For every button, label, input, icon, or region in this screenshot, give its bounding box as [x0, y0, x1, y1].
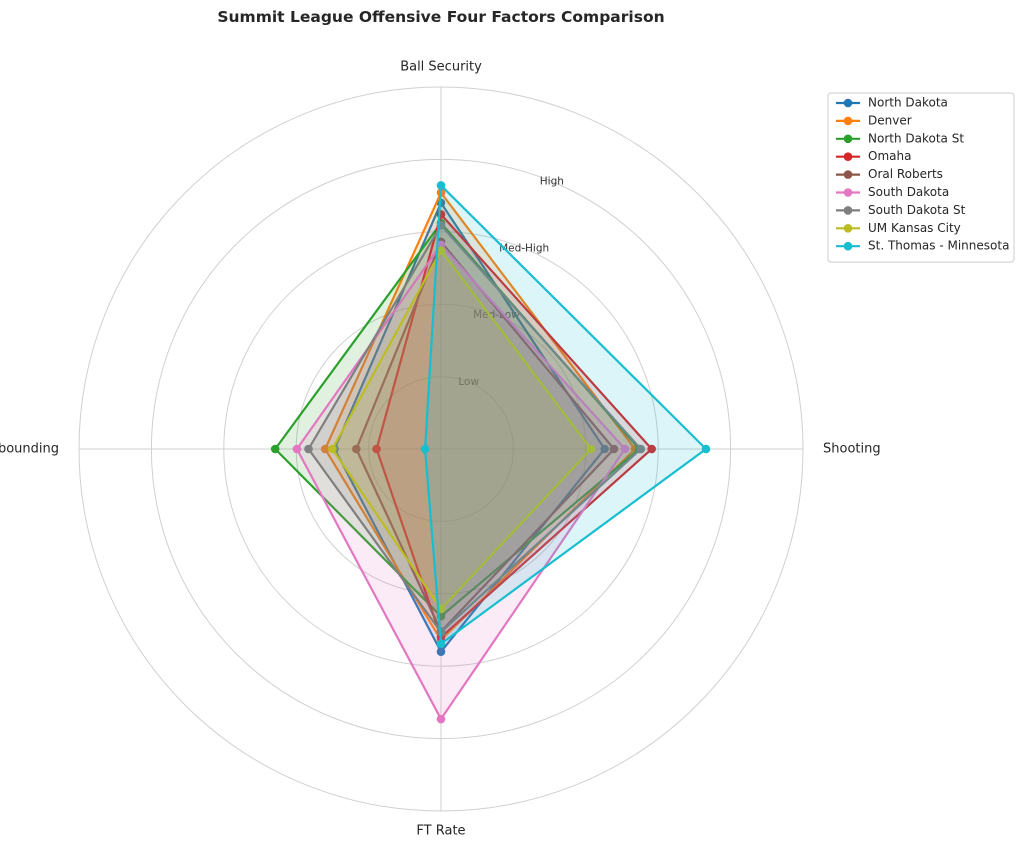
data-point: [586, 444, 596, 454]
series-area: [308, 225, 641, 633]
series-area: [376, 214, 652, 638]
series-area: [334, 202, 605, 652]
legend-label: North Dakota St: [868, 131, 964, 145]
legend-marker: [843, 188, 853, 197]
legend-label: North Dakota: [868, 96, 948, 110]
legend-item: South Dakota St: [836, 203, 966, 217]
data-point: [609, 444, 619, 454]
legend-label: South Dakota: [868, 185, 949, 199]
legend-item: St. Thomas - Minnesota: [836, 239, 1009, 253]
data-point: [270, 444, 280, 454]
legend-marker: [843, 170, 853, 179]
legend-item: North Dakota St: [836, 131, 964, 145]
data-point: [636, 444, 646, 454]
axis-label-ball-security: Ball Security: [400, 60, 482, 75]
legend-item: Denver: [836, 113, 912, 127]
legend-marker: [843, 98, 853, 108]
axis-label-off-rebounding: Off Rebounding: [0, 442, 59, 457]
series-area: [332, 250, 591, 609]
legend-label: UM Kansas City: [868, 221, 961, 235]
legend-marker: [843, 241, 853, 251]
data-point: [701, 444, 711, 454]
radar-grid: [78, 86, 804, 812]
data-point: [328, 444, 337, 454]
data-point: [436, 639, 446, 649]
series-area: [425, 185, 706, 644]
legend-marker: [843, 224, 853, 233]
legend-marker: [843, 206, 853, 215]
legend-item: UM Kansas City: [836, 221, 961, 235]
series-st-thomas-minnesota: [420, 181, 711, 649]
legend-marker: [843, 134, 853, 144]
legend-item: Oral Roberts: [836, 167, 943, 181]
data-point: [292, 444, 302, 454]
ring-label: Med-High: [499, 242, 549, 254]
legend-label: Denver: [868, 113, 912, 127]
data-point: [436, 246, 446, 255]
legend-label: South Dakota St: [868, 203, 966, 217]
data-point: [600, 444, 609, 454]
ring-label: Low: [458, 376, 479, 388]
data-point: [372, 444, 381, 454]
data-point: [420, 444, 430, 454]
legend-label: Oral Roberts: [868, 167, 943, 181]
series-group: [270, 181, 711, 724]
data-point: [436, 647, 446, 657]
series-area: [356, 241, 615, 632]
data-point: [351, 444, 361, 454]
data-point: [436, 714, 446, 724]
legend-marker: [843, 116, 853, 126]
data-point: [620, 444, 630, 454]
axis-label-ft-rate: FT Rate: [416, 824, 465, 839]
data-point: [647, 444, 656, 454]
legend-marker: [843, 152, 853, 161]
legend-label: Omaha: [868, 149, 911, 163]
legend-frame: [827, 92, 1015, 263]
data-point: [304, 444, 313, 454]
legend-label: St. Thomas - Minnesota: [868, 239, 1009, 253]
legend-item: North Dakota: [836, 96, 948, 110]
data-point: [436, 181, 446, 190]
legend-item: Omaha: [836, 149, 911, 163]
ring-label: High: [540, 175, 564, 187]
data-point: [320, 444, 330, 454]
axis-label-shooting: Shooting: [823, 442, 881, 457]
chart-title: Summit League Offensive Four Factors Com…: [217, 8, 664, 26]
axis-labels: Ball Security Shooting FT Rate Off Reboundi…: [0, 60, 881, 839]
legend: North Dakota Denver North Dakota St Omaha Or…: [827, 92, 1015, 263]
legend-item: South Dakota: [836, 185, 949, 199]
